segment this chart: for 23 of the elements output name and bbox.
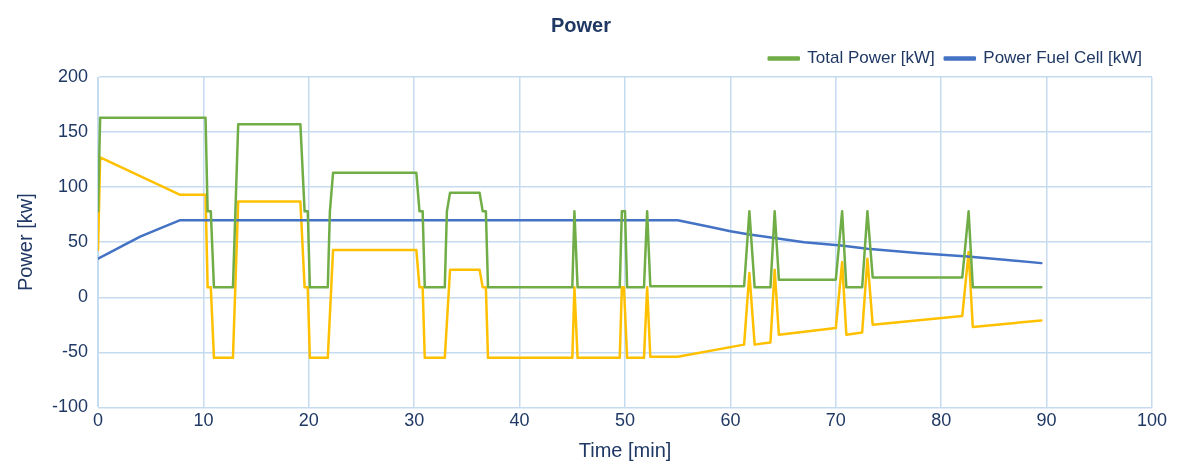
- y-axis-title: Power [kw]: [13, 193, 36, 292]
- y-tick-label: 200: [57, 65, 89, 86]
- y-tick-label: -100: [52, 396, 89, 417]
- y-tick-label: 150: [57, 121, 89, 142]
- x-tick-label: 80: [931, 410, 952, 431]
- x-tick-label: 100: [1136, 410, 1168, 431]
- y-tick-label: 100: [57, 176, 89, 197]
- x-tick-label: 40: [509, 410, 530, 431]
- x-tick-label: 0: [93, 410, 104, 431]
- x-tick-label: 10: [193, 410, 214, 431]
- chart-title: Power: [550, 13, 612, 36]
- x-tick-label: 20: [298, 410, 319, 431]
- x-tick-label: 70: [825, 410, 846, 431]
- legend-label: Total Power [kW]: [807, 48, 935, 68]
- x-tick-label: 60: [720, 410, 741, 431]
- legend-label: Power Fuel Cell [kW]: [983, 48, 1142, 68]
- y-tick-label: 50: [68, 231, 89, 252]
- y-tick-label: -50: [62, 341, 89, 362]
- x-tick-label: 90: [1036, 410, 1057, 431]
- y-tick-label: 0: [78, 286, 89, 307]
- x-tick-label: 50: [615, 410, 636, 431]
- x-tick-label: 30: [404, 410, 425, 431]
- x-axis-title: Time [min]: [578, 438, 672, 461]
